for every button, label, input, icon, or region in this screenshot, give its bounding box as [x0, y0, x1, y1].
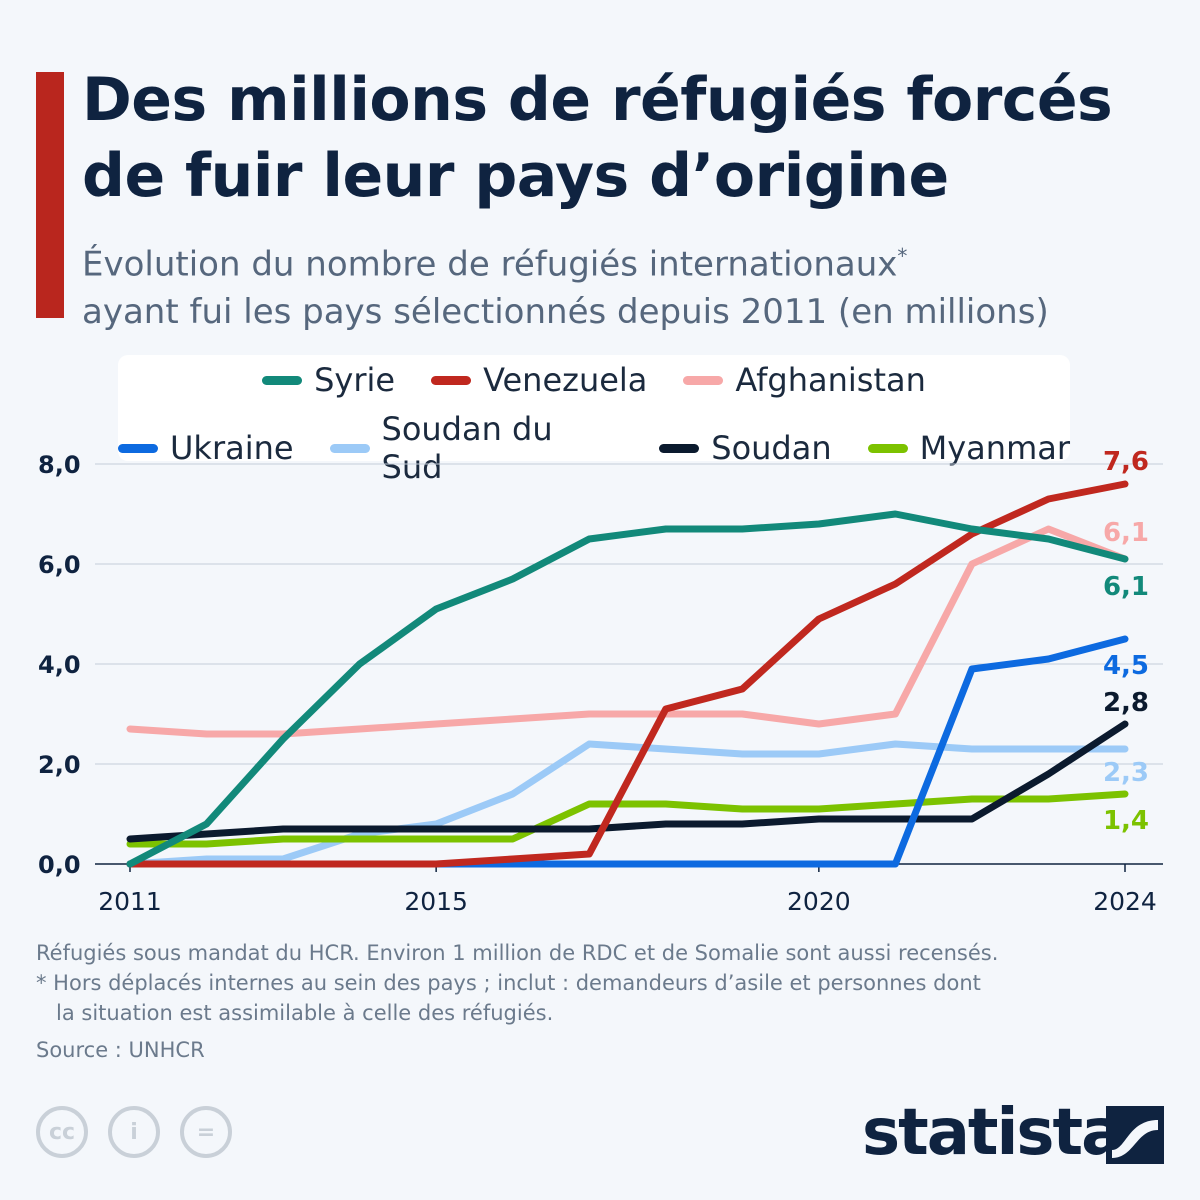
- y-tick-label: 2,0: [38, 751, 81, 779]
- legend-swatch: [867, 443, 908, 453]
- series-line-soudan: [126, 720, 1129, 843]
- series-line-venezuela: [126, 480, 1129, 868]
- y-tick-label: 4,0: [38, 651, 81, 679]
- statista-logo-mark-icon: [1106, 1106, 1164, 1164]
- legend-label: Afghanistan: [735, 361, 926, 399]
- legend-item-syrie: Syrie: [262, 361, 395, 399]
- legend-label: Syrie: [314, 361, 396, 399]
- x-tick-label: 2011: [98, 887, 162, 916]
- end-label-soudan-du-sud: 2,3: [1103, 758, 1149, 788]
- legend-swatch: [118, 443, 158, 453]
- end-label-ukraine: 4,5: [1103, 651, 1149, 681]
- series-line-soudan-du-sud: [126, 740, 1129, 868]
- chart-legend: Syrie Venezuela Afghanistan Ukraine Soudan …: [118, 355, 1070, 486]
- legend-label: Ukraine: [170, 429, 294, 467]
- x-tick-label: 2024: [1093, 887, 1157, 916]
- statista-logo[interactable]: statista: [862, 1096, 1124, 1170]
- attribution-icon[interactable]: i: [108, 1106, 160, 1158]
- footnote-1: Réfugiés sous mandat du HCR. Environ 1 m…: [36, 941, 999, 965]
- legend-item-soudan: Soudan: [659, 410, 832, 486]
- legend-item-ukraine: Ukraine: [118, 410, 294, 486]
- source: Source : UNHCR: [36, 1038, 205, 1062]
- series-line-afghanistan: [126, 525, 1129, 738]
- end-label-soudan: 2,8: [1103, 688, 1149, 718]
- legend-item-soudan-du-sud: Soudan du Sud: [329, 410, 624, 486]
- accent-bar: [36, 72, 64, 318]
- subtitle-line1: Évolution du nombre de réfugiés internat…: [82, 244, 898, 285]
- x-tick-label: 2015: [404, 887, 468, 916]
- y-tick-label: 0,0: [38, 851, 81, 879]
- footnote-3: la situation est assimilable à celle des…: [36, 1001, 554, 1025]
- y-tick-label: 8,0: [38, 451, 81, 479]
- legend-item-myanmar: Myanmar: [867, 410, 1070, 486]
- page-title: Des millions de réfugiés forcés de fuir …: [82, 65, 1113, 211]
- creative-commons-icon[interactable]: cc: [36, 1106, 88, 1158]
- footnote-2: * Hors déplacés internes au sein des pay…: [36, 971, 981, 995]
- no-derivatives-icon[interactable]: =: [180, 1106, 232, 1158]
- end-label-myanmar: 1,4: [1103, 806, 1149, 836]
- end-label-afghanistan: 6,1: [1103, 518, 1149, 548]
- subtitle-line2: ayant fui les pays sélectionnés depuis 2…: [82, 292, 1049, 333]
- legend-swatch: [329, 443, 370, 453]
- legend-swatch: [262, 375, 303, 385]
- legend-label: Myanmar: [919, 429, 1070, 467]
- legend-swatch: [659, 443, 700, 453]
- footnotes: Réfugiés sous mandat du HCR. Environ 1 m…: [36, 938, 998, 1028]
- legend-item-venezuela: Venezuela: [431, 361, 647, 399]
- subtitle: Évolution du nombre de réfugiés internat…: [82, 232, 1182, 336]
- legend-swatch: [431, 375, 472, 385]
- x-tick-label: 2020: [787, 887, 851, 916]
- legend-label: Soudan: [711, 429, 832, 467]
- legend-swatch: [683, 375, 724, 385]
- series-line-myanmar: [126, 790, 1129, 848]
- series-line-syrie: [126, 510, 1129, 868]
- y-tick-label: 6,0: [38, 551, 81, 579]
- legend-item-afghanistan: Afghanistan: [683, 361, 926, 399]
- subtitle-asterisk: *: [897, 244, 908, 268]
- legend-label: Venezuela: [483, 361, 648, 399]
- end-label-syrie: 6,1: [1103, 572, 1149, 602]
- end-label-venezuela: 7,6: [1103, 447, 1149, 477]
- legend-label: Soudan du Sud: [381, 410, 553, 486]
